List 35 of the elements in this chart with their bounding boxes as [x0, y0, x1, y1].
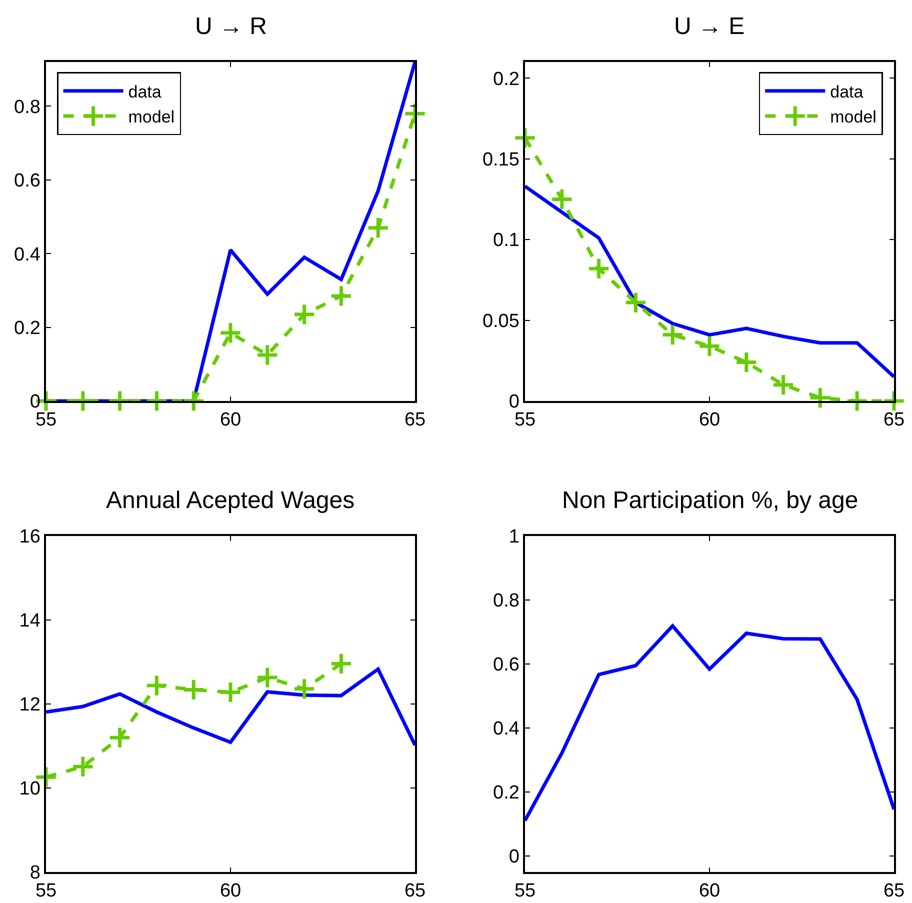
y-tick-label: 16: [19, 526, 40, 548]
y-tick-label: 0.2: [493, 68, 520, 90]
x-tick-label: 65: [883, 410, 905, 431]
x-tick-label: 65: [404, 880, 426, 902]
x-tick-label: 65: [883, 880, 905, 902]
x-tick-label: 55: [514, 880, 536, 902]
chart-title: U → E: [674, 13, 745, 40]
x-tick-label: 60: [220, 880, 242, 902]
x-tick-label: 60: [698, 410, 720, 431]
y-tick-label: 0.4: [493, 718, 520, 740]
y-tick-label: 0: [508, 846, 520, 868]
chart-title: Non Participation %, by age: [562, 487, 858, 514]
legend-label: model: [128, 108, 175, 127]
y-tick-label: 0.8: [14, 96, 40, 118]
y-tick-label: 1: [508, 526, 520, 548]
y-tick-label: 0.8: [493, 590, 520, 612]
y-tick-label: 14: [19, 610, 41, 632]
legend-label: data: [128, 82, 162, 102]
legend-label: model: [830, 108, 876, 127]
y-tick-label: 0.2: [493, 782, 520, 804]
y-tick-label: 10: [19, 778, 40, 800]
y-tick-label: 12: [19, 694, 40, 716]
y-tick-label: 0.6: [14, 170, 40, 192]
y-tick-label: 0.1: [493, 230, 520, 252]
y-tick-label: 0.15: [482, 150, 520, 171]
legend-label: data: [830, 82, 864, 102]
x-tick-label: 60: [698, 880, 720, 902]
y-tick-label: 0.4: [14, 244, 41, 266]
chart-title: U → R: [195, 13, 267, 40]
y-tick-label: 0.6: [493, 654, 520, 676]
y-tick-label: 0.05: [482, 310, 520, 332]
x-tick-label: 65: [404, 410, 426, 431]
chart-title: Annual Acepted Wages: [106, 487, 355, 514]
y-tick-label: 0.2: [14, 318, 40, 339]
x-tick-label: 60: [220, 410, 242, 431]
